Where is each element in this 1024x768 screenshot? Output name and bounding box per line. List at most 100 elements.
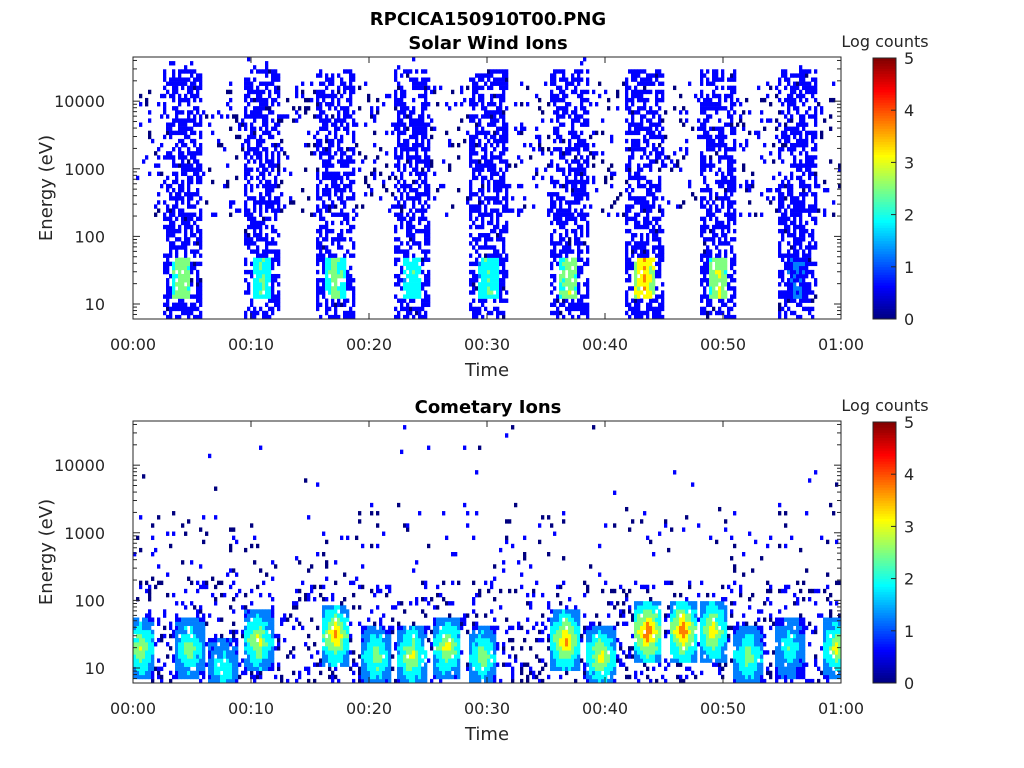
solar-wind-cell [730, 179, 734, 185]
solar-wind-cell [196, 73, 200, 78]
solar-wind-cell [172, 241, 176, 246]
solar-wind-cell [259, 69, 263, 74]
solar-wind-cell [490, 237, 494, 242]
solar-wind-cell [712, 106, 716, 111]
solar-wind-cell [799, 261, 803, 267]
solar-wind-cell [478, 265, 482, 271]
solar-wind-cell [709, 102, 713, 107]
solar-wind-cell [328, 77, 332, 82]
solar-wind-cell [229, 126, 233, 131]
solar-wind-cell [421, 179, 425, 185]
solar-wind-cell [373, 175, 377, 181]
solar-wind-cell [268, 298, 272, 303]
solar-wind-cell [307, 97, 311, 103]
solar-wind-cell [721, 286, 725, 291]
solar-wind-cell [490, 102, 494, 107]
solar-wind-cell [580, 269, 584, 275]
solar-wind-cell [412, 233, 416, 238]
solar-wind-cell [187, 200, 191, 205]
solar-wind-cell [700, 294, 704, 299]
solar-wind-cell [574, 188, 578, 193]
solar-wind-cell [721, 273, 725, 279]
solar-wind-cell [487, 110, 491, 115]
solar-wind-cell [559, 302, 563, 308]
solar-wind-cell [484, 298, 488, 303]
solar-wind-cell [481, 302, 485, 308]
solar-wind-cell [661, 294, 665, 299]
solar-wind-cell [199, 241, 203, 246]
solar-wind-cell [406, 106, 410, 111]
solar-wind-cell [193, 81, 197, 86]
solar-wind-cell [499, 278, 503, 283]
solar-wind-cell [442, 159, 446, 164]
solar-wind-y-tick-label: 10 [85, 295, 105, 314]
solar-wind-cell [481, 286, 485, 291]
cometary-cell [148, 674, 152, 680]
solar-wind-cell [415, 163, 419, 168]
cometary-cell [145, 646, 149, 651]
cometary-cell [184, 662, 188, 667]
solar-wind-cell [328, 188, 332, 193]
solar-wind-colorbar-swatch [873, 308, 896, 312]
solar-wind-cell [811, 138, 815, 144]
solar-wind-cell [715, 257, 719, 262]
solar-wind-cell [700, 310, 704, 316]
solar-wind-cell [268, 159, 272, 164]
solar-wind-cell [406, 265, 410, 271]
solar-wind-cell [406, 233, 410, 238]
solar-wind-cell [631, 77, 635, 82]
solar-wind-cell [433, 196, 437, 201]
solar-wind-cell [631, 253, 635, 258]
solar-wind-cell [265, 102, 269, 107]
solar-wind-cell [472, 298, 476, 303]
solar-wind-cell [349, 179, 353, 185]
solar-wind-cell [565, 249, 569, 254]
solar-wind-cell [187, 294, 191, 299]
solar-wind-cell [196, 85, 200, 91]
solar-wind-cell [709, 126, 713, 131]
solar-wind-cell [571, 294, 575, 299]
solar-wind-cell [484, 151, 488, 156]
solar-wind-cell [349, 102, 353, 107]
cometary-cell [151, 658, 155, 663]
solar-wind-cell [724, 93, 728, 99]
cometary-cell [133, 666, 137, 672]
solar-wind-cell [334, 290, 338, 295]
solar-wind-cell [733, 183, 737, 189]
solar-wind-cell [484, 175, 488, 181]
solar-wind-cell [646, 237, 650, 242]
solar-wind-cell [715, 142, 719, 148]
solar-wind-cell [712, 269, 716, 275]
solar-wind-cell [205, 200, 209, 205]
solar-wind-cell [799, 69, 803, 74]
solar-wind-cell [484, 73, 488, 78]
cometary-cell [136, 642, 140, 647]
solar-wind-cell [403, 106, 407, 111]
solar-wind-cell [343, 118, 347, 123]
solar-wind-cell [739, 142, 743, 148]
solar-wind-cell [187, 204, 191, 209]
solar-wind-cell [481, 85, 485, 91]
solar-wind-cell [412, 261, 416, 267]
cometary-cell [136, 633, 140, 639]
solar-wind-cell [199, 167, 203, 172]
solar-wind-cell [763, 159, 767, 164]
solar-wind-cell [580, 171, 584, 177]
solar-wind-cell [163, 294, 167, 299]
solar-wind-cell [394, 93, 398, 99]
cometary-cell [136, 654, 140, 659]
solar-wind-cell [337, 212, 341, 217]
solar-wind-cell [193, 212, 197, 217]
solar-wind-cell [490, 220, 494, 226]
solar-wind-cell [574, 216, 578, 222]
solar-wind-cell [343, 253, 347, 258]
solar-wind-cell [424, 106, 428, 111]
solar-wind-cell [331, 290, 335, 295]
solar-wind-cell [226, 179, 230, 185]
solar-wind-cell [811, 171, 815, 177]
solar-wind-cell [631, 249, 635, 254]
solar-wind-cell [643, 273, 647, 279]
solar-wind-cell [586, 147, 590, 152]
solar-wind-cell [394, 196, 398, 201]
solar-wind-cell [394, 122, 398, 127]
